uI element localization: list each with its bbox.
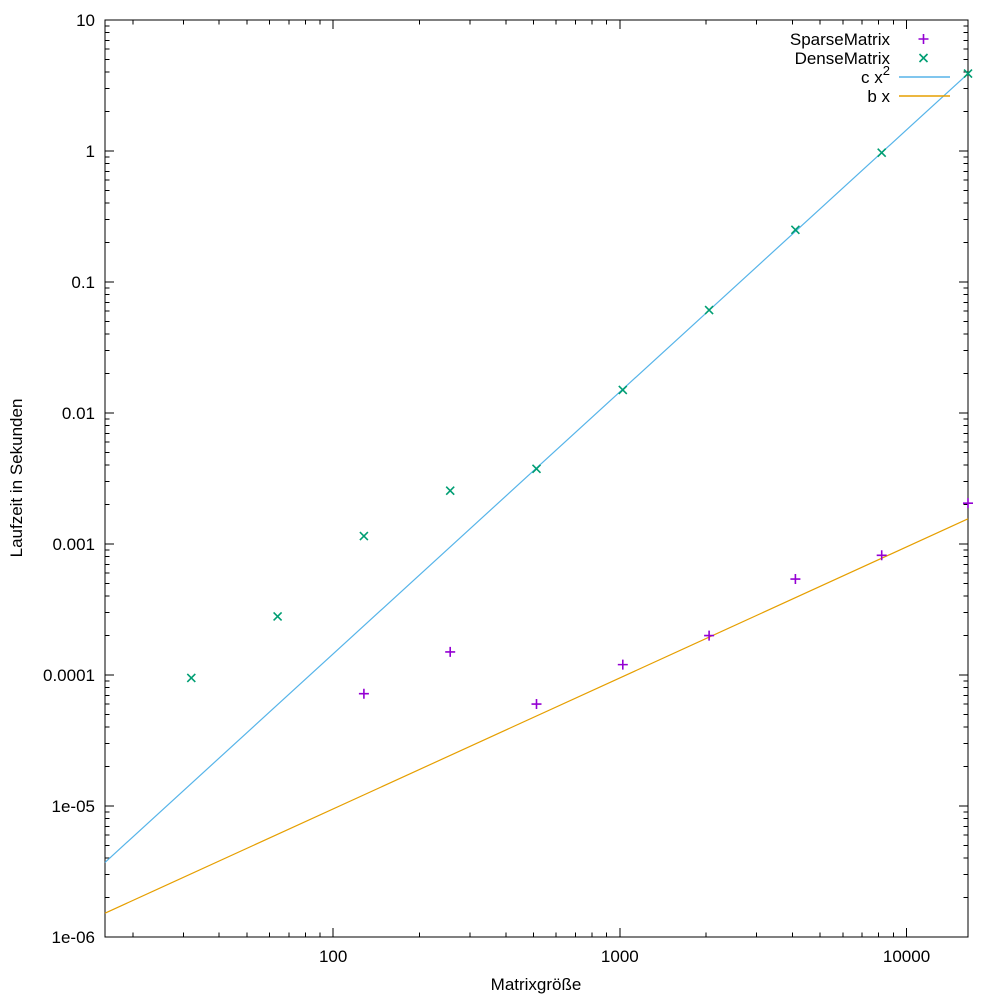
y-tick-label: 1: [86, 142, 95, 161]
legend-label-b-x: b x: [867, 87, 890, 106]
data-point-SparseMatrix: [445, 646, 456, 657]
x-tick-label: 100: [319, 947, 347, 966]
data-point-SparseMatrix: [876, 550, 887, 561]
y-tick-label: 1e-06: [52, 928, 95, 947]
x-tick-label: 10000: [883, 947, 930, 966]
legend-label-DenseMatrix: DenseMatrix: [795, 49, 891, 68]
data-point-DenseMatrix: [359, 531, 369, 541]
plot-border: [104, 19, 969, 938]
data-point-SparseMatrix: [358, 688, 369, 699]
data-point-DenseMatrix: [877, 148, 887, 158]
legend-label-SparseMatrix: SparseMatrix: [790, 30, 891, 49]
x-tick-label: 1000: [601, 947, 639, 966]
fit-line-b-x: [104, 518, 969, 914]
data-point-DenseMatrix: [186, 673, 196, 683]
data-point-DenseMatrix: [273, 611, 283, 621]
y-tick-label: 10: [76, 11, 95, 30]
data-point-DenseMatrix: [618, 385, 628, 395]
data-point-DenseMatrix: [704, 305, 714, 315]
data-point-DenseMatrix: [963, 69, 973, 79]
y-tick-label: 1e-05: [52, 797, 95, 816]
data-point-DenseMatrix: [445, 486, 455, 496]
legend-marker-cross-icon: [918, 53, 929, 63]
legend-label-c-x: c x2: [861, 63, 890, 87]
data-point-SparseMatrix: [790, 574, 801, 585]
y-tick-label: 0.1: [71, 273, 95, 292]
x-axis-title: Matrixgröße: [491, 975, 582, 994]
y-tick-label: 0.0001: [43, 666, 95, 685]
data-point-SparseMatrix: [963, 498, 973, 509]
y-tick-label: 0.01: [62, 404, 95, 423]
legend-marker-plus-icon: [918, 34, 929, 44]
data-point-DenseMatrix: [790, 225, 800, 235]
plot-generated: 100 1000 10000 1e-06 1e-05 0.0001 0.001 0.01 0.1…: [43, 11, 973, 966]
y-tick-label: 0.001: [52, 535, 95, 554]
data-point-SparseMatrix: [617, 659, 628, 670]
data-point-DenseMatrix: [531, 464, 542, 474]
data-point-SparseMatrix: [531, 699, 542, 710]
data-point-SparseMatrix: [704, 630, 715, 641]
y-axis-title: Laufzeit in Sekunden: [7, 399, 26, 558]
